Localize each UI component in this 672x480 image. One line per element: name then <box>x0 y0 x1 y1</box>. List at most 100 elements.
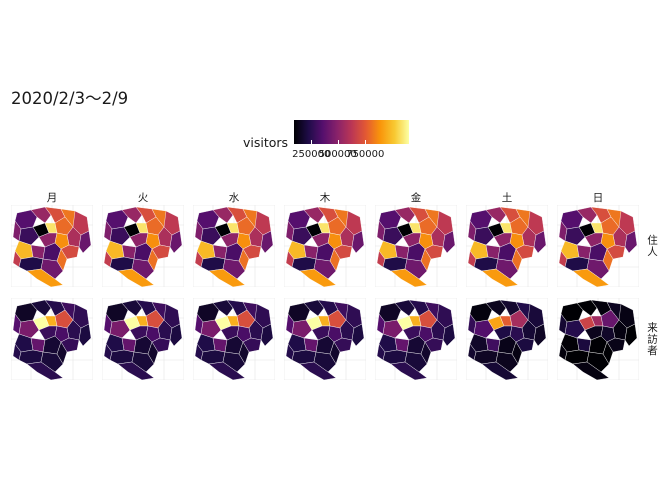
facet-row-label: 来訪者 <box>646 321 658 357</box>
ward-region <box>394 206 416 224</box>
ward-region <box>109 349 135 365</box>
ward-region <box>624 323 638 347</box>
facet-panel <box>557 205 639 287</box>
facet-panel <box>466 298 548 380</box>
ward-region <box>109 226 131 246</box>
ward-region <box>333 244 353 260</box>
ward-region <box>169 230 183 254</box>
ward-region <box>473 349 499 365</box>
ward-region <box>515 244 535 260</box>
ward-region <box>382 319 404 339</box>
ward-region <box>222 258 246 280</box>
facet-row-label: 住人 <box>646 234 658 258</box>
ward-region <box>351 323 365 347</box>
ward-region <box>586 351 610 373</box>
ward-region <box>78 230 92 254</box>
facet-panel <box>284 205 366 287</box>
ward-region <box>222 351 246 373</box>
facet-panel <box>11 205 93 287</box>
ward-region <box>26 268 64 287</box>
ward-region <box>485 299 507 317</box>
ward-region <box>18 349 44 365</box>
ward-region <box>200 349 226 365</box>
ward-region <box>291 319 313 339</box>
ward-region <box>481 361 519 380</box>
ward-region <box>564 226 586 246</box>
ward-region <box>121 206 143 224</box>
ward-region <box>576 206 598 224</box>
ward-region <box>404 351 428 373</box>
facet-column-label: 水 <box>228 192 240 204</box>
ward-region <box>78 323 92 347</box>
ward-region <box>533 323 547 347</box>
facet-panel <box>557 298 639 380</box>
ward-region <box>303 299 325 317</box>
ward-region <box>151 337 171 353</box>
ward-region <box>18 226 40 246</box>
ward-region <box>495 351 519 373</box>
ward-region <box>299 361 337 380</box>
ward-region <box>424 337 444 353</box>
ward-region <box>515 337 535 353</box>
ward-region <box>442 323 456 347</box>
facet-panel <box>466 205 548 287</box>
ward-region <box>200 226 222 246</box>
ward-region <box>313 351 337 373</box>
ward-region <box>200 256 226 272</box>
ward-region <box>200 319 222 339</box>
ward-region <box>564 349 590 365</box>
ward-region <box>390 361 428 380</box>
ward-region <box>109 319 131 339</box>
ward-region <box>442 230 456 254</box>
ward-region <box>473 256 499 272</box>
ward-region <box>382 349 408 365</box>
ward-region <box>291 226 313 246</box>
legend-tick-mark <box>337 140 339 144</box>
ward-region <box>303 206 325 224</box>
ward-region <box>624 230 638 254</box>
ward-region <box>564 319 586 339</box>
ward-region <box>382 256 408 272</box>
ward-region <box>40 351 64 373</box>
legend-tick-mark <box>365 140 367 144</box>
ward-region <box>382 226 404 246</box>
ward-region <box>481 268 519 287</box>
ward-region <box>564 256 590 272</box>
ward-region <box>291 256 317 272</box>
ward-region <box>485 206 507 224</box>
ward-region <box>333 337 353 353</box>
legend-title: visitors <box>243 135 289 150</box>
ward-region <box>242 337 262 353</box>
ward-region <box>18 256 44 272</box>
ward-region <box>60 244 80 260</box>
ward-region <box>260 323 274 347</box>
ward-region <box>390 268 428 287</box>
ward-region <box>40 258 64 280</box>
ward-region <box>131 351 155 373</box>
ward-region <box>291 349 317 365</box>
facet-panel <box>375 205 457 287</box>
ward-region <box>424 244 444 260</box>
facet-column-label: 木 <box>319 192 331 204</box>
ward-region <box>208 361 246 380</box>
ward-region <box>299 268 337 287</box>
ward-region <box>533 230 547 254</box>
facet-column-label: 火 <box>137 192 149 204</box>
ward-region <box>576 299 598 317</box>
ward-region <box>121 299 143 317</box>
ward-region <box>212 206 234 224</box>
ward-region <box>30 299 52 317</box>
facet-panel <box>193 298 275 380</box>
ward-region <box>473 226 495 246</box>
ward-region <box>606 244 626 260</box>
ward-region <box>109 256 135 272</box>
ward-region <box>572 268 610 287</box>
legend-tick-mark <box>311 140 313 144</box>
ward-region <box>169 323 183 347</box>
ward-region <box>586 258 610 280</box>
ward-region <box>572 361 610 380</box>
ward-region <box>495 258 519 280</box>
ward-region <box>30 206 52 224</box>
facet-column-label: 土 <box>501 192 513 204</box>
ward-region <box>313 258 337 280</box>
